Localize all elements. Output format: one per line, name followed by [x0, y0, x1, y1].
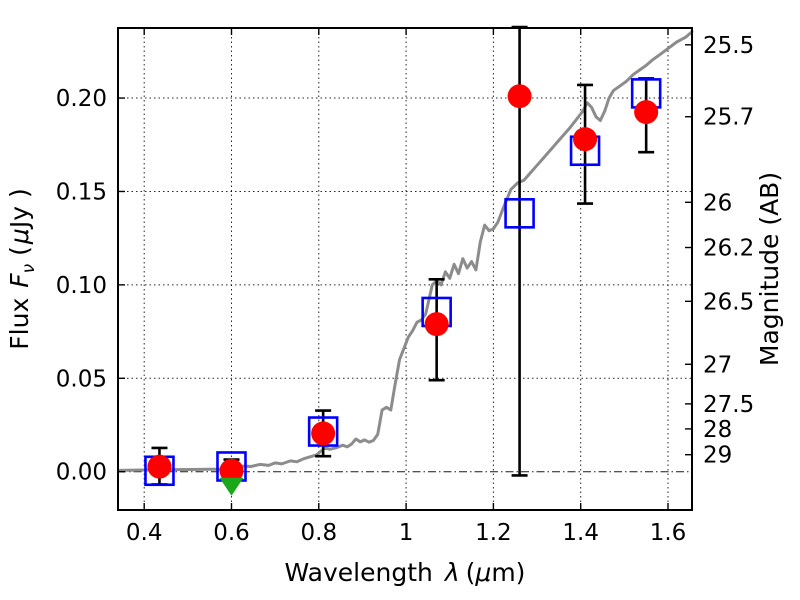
observed-flux-point: [573, 127, 598, 152]
y-tick-label: 0.10: [56, 273, 107, 299]
plot-background: [118, 28, 692, 510]
y2-tick-label: 25.7: [703, 105, 754, 131]
observed-flux-point: [219, 458, 244, 483]
y2-tick-label: 26: [703, 190, 732, 216]
x-axis-title: Wavelength λ (μm): [285, 558, 526, 587]
upper-limit-markers: [219, 477, 244, 496]
y-gridlines: [118, 97, 692, 379]
y2-tick-label: 25.5: [703, 33, 754, 59]
x-tick-label: 0.4: [126, 520, 163, 546]
y2-tick-label: 26.2: [703, 236, 754, 262]
x-tick-label: 0.6: [213, 520, 250, 546]
y2-tick-label: 29: [703, 443, 732, 469]
y-tick-labels: 0.00 0.05 0.10 0.15 0.20: [56, 86, 107, 486]
y2-axis-title: Magnitude (AB): [755, 172, 784, 366]
y-tick-label: 0.05: [56, 366, 107, 392]
y2-tick-label: 26.5: [703, 289, 754, 315]
observed-photometry-markers: [147, 84, 659, 483]
x-tick-labels: 0.4 0.6 0.8 1 1.2 1.4 1.6: [126, 520, 686, 546]
axes-spines: [117, 27, 693, 511]
axis-tick-marks: [118, 28, 692, 510]
model-flux-square: [504, 198, 535, 229]
observed-flux-point: [147, 454, 172, 479]
x-tick-label: 1.4: [562, 520, 599, 546]
observed-flux-point: [634, 100, 659, 125]
svg-text:FluxFν(μJy ): FluxFν(μJy ): [5, 188, 39, 349]
y2-tick-label: 27.5: [703, 392, 754, 418]
x-tick-label: 1: [399, 520, 414, 546]
observed-flux-point: [507, 84, 532, 109]
model-flux-square: [307, 416, 339, 447]
y-tick-label: 0.20: [56, 86, 107, 112]
observed-flux-point: [311, 421, 336, 446]
y2-tick-label: 28: [703, 417, 732, 443]
y-tick-label: 0.00: [56, 460, 107, 486]
svg-text:Magnitude (AB): Magnitude (AB): [755, 172, 784, 366]
x-tick-label: 1.6: [650, 520, 687, 546]
x-tick-label: 1.2: [475, 520, 512, 546]
y2-tick-label: 27: [703, 352, 732, 378]
sed-model-curve: [118, 30, 694, 472]
model-spectrum-line: [118, 30, 694, 472]
observed-flux-point: [424, 312, 449, 337]
x-tick-label: 0.8: [301, 520, 338, 546]
y-tick-label: 0.15: [56, 179, 107, 205]
upper-limit-triangle: [219, 477, 244, 496]
y-axis-title: FluxFν(μJy ): [5, 188, 39, 349]
